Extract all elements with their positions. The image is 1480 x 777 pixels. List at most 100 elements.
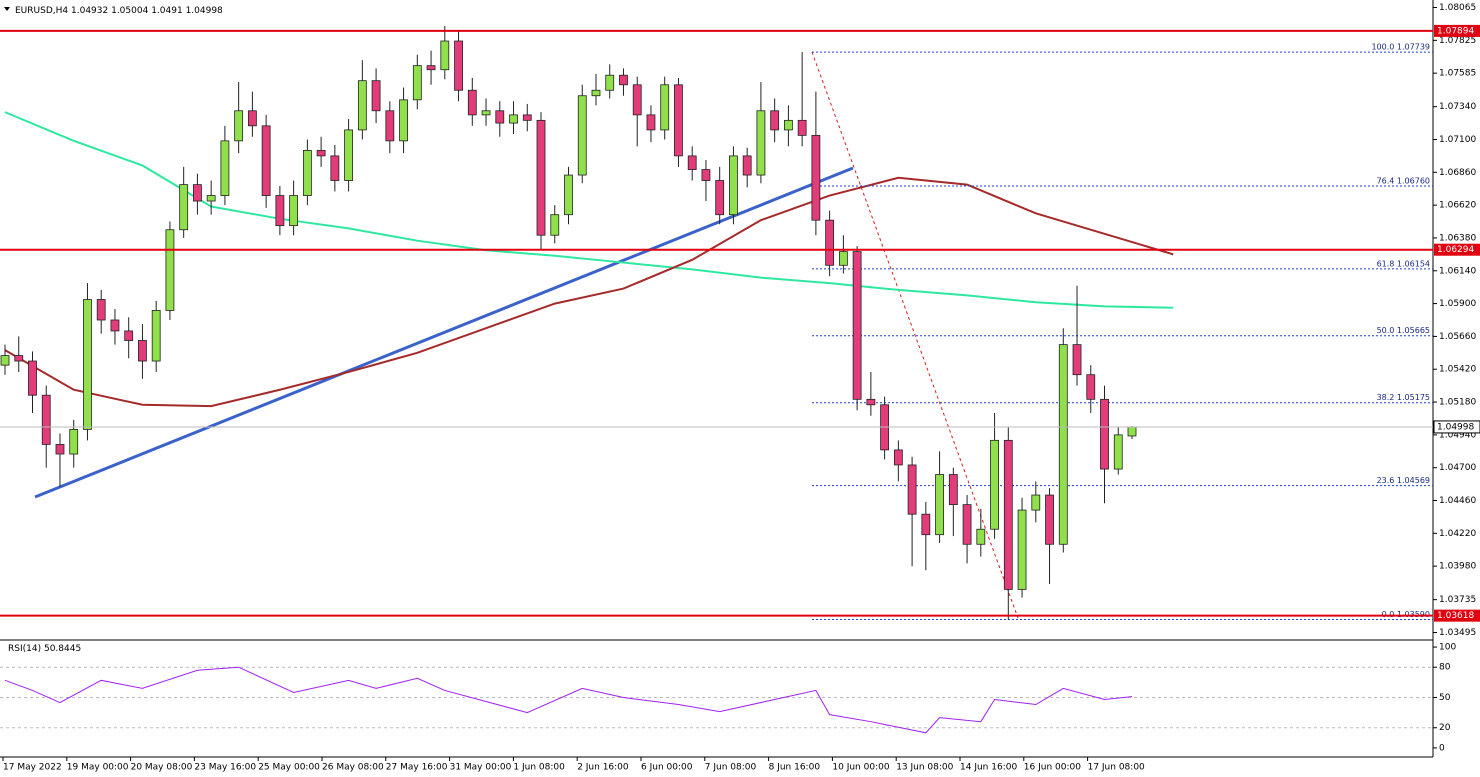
fibonacci-label: 0.0 1.03590 bbox=[1382, 610, 1430, 619]
candle-body bbox=[715, 180, 725, 216]
rsi-tick-label: 50 bbox=[1439, 693, 1451, 703]
candle-body bbox=[811, 134, 821, 221]
candle-body bbox=[454, 40, 463, 91]
candle-body bbox=[1031, 494, 1041, 511]
fibonacci-diagonal bbox=[811, 51, 1019, 619]
candle-body bbox=[220, 140, 230, 196]
open: 1.04932 bbox=[71, 6, 108, 16]
candle-body bbox=[357, 80, 367, 131]
x-tick-label: 17 Jun 08:00 bbox=[1088, 763, 1145, 773]
x-tick-label: 27 May 16:00 bbox=[386, 763, 448, 773]
candle-body bbox=[564, 174, 573, 216]
candle-body bbox=[55, 444, 65, 455]
candle-body bbox=[852, 251, 862, 400]
x-tick-label: 26 May 08:00 bbox=[322, 763, 384, 773]
candle-body bbox=[426, 65, 436, 71]
candle-body bbox=[206, 195, 216, 202]
y-tick-label: 1.03495 bbox=[1439, 628, 1476, 638]
candle-body bbox=[83, 299, 92, 430]
header-arrow bbox=[4, 7, 10, 11]
candle-body bbox=[550, 214, 560, 236]
candle-body bbox=[412, 65, 422, 101]
candle-body bbox=[179, 184, 189, 231]
candle-body bbox=[825, 219, 835, 266]
candle-body bbox=[165, 229, 175, 311]
y-tick-label: 1.05900 bbox=[1439, 299, 1476, 309]
x-tick-label: 8 Jun 16:00 bbox=[769, 763, 821, 773]
chart-header: EURUSD,H4 1.04932 1.05004 1.0491 1.04998 bbox=[15, 6, 223, 16]
rsi-tick-label: 0 bbox=[1439, 743, 1445, 753]
candle-body bbox=[330, 155, 340, 181]
price-level-label: 1.06294 bbox=[1437, 245, 1474, 255]
x-tick-label: 25 May 00:00 bbox=[258, 763, 320, 773]
y-tick-label: 1.03980 bbox=[1439, 562, 1476, 572]
candle-body bbox=[838, 251, 848, 266]
price-level-label: 1.07894 bbox=[1437, 26, 1474, 36]
candle-body bbox=[124, 330, 134, 341]
candle-body bbox=[247, 110, 257, 127]
candle-body bbox=[399, 99, 408, 142]
candle-body bbox=[261, 125, 271, 196]
candle-body bbox=[193, 184, 202, 202]
candle-body bbox=[522, 114, 532, 121]
candle-body bbox=[701, 169, 711, 181]
y-tick-label: 1.05420 bbox=[1439, 365, 1476, 375]
candle-body bbox=[962, 504, 972, 545]
x-tick-label: 13 Jun 08:00 bbox=[896, 763, 953, 773]
x-tick-label: 31 May 00:00 bbox=[450, 763, 512, 773]
candle-body bbox=[0, 355, 10, 366]
y-tick-label: 1.05180 bbox=[1439, 398, 1476, 408]
candle-body bbox=[275, 195, 285, 227]
candle-body bbox=[784, 119, 793, 131]
x-tick-label: 19 May 00:00 bbox=[67, 763, 129, 773]
candle-body bbox=[69, 429, 79, 455]
candle-body bbox=[646, 114, 656, 131]
y-tick-label: 1.07100 bbox=[1439, 135, 1476, 145]
current-price-label: 1.04998 bbox=[1437, 422, 1474, 432]
x-tick-label: 17 May 2022 bbox=[3, 763, 62, 773]
y-tick-label: 1.07340 bbox=[1439, 102, 1476, 112]
rsi-name: RSI(14) bbox=[8, 644, 41, 654]
y-tick-label: 1.08065 bbox=[1439, 3, 1476, 13]
candle-body bbox=[1113, 434, 1123, 470]
y-tick-label: 1.04700 bbox=[1439, 463, 1476, 473]
candle-body bbox=[948, 474, 958, 506]
candle-body bbox=[1100, 398, 1109, 470]
y-tick-label: 1.07585 bbox=[1439, 69, 1476, 79]
candle-body bbox=[1127, 426, 1137, 437]
x-tick-label: 10 Jun 00:00 bbox=[832, 763, 889, 773]
price-level-label: 1.03618 bbox=[1437, 611, 1474, 621]
rsi-value: 50.8445 bbox=[44, 644, 81, 654]
symbol: EURUSD,H4 bbox=[15, 6, 68, 16]
close: 1.04998 bbox=[186, 6, 223, 16]
candle-body bbox=[935, 474, 944, 536]
x-tick-label: 14 Jun 16:00 bbox=[960, 763, 1017, 773]
candle-body bbox=[495, 110, 505, 124]
candle-body bbox=[481, 110, 491, 116]
candle-body bbox=[536, 119, 546, 236]
candle-body bbox=[371, 80, 381, 112]
candle-body bbox=[632, 84, 642, 116]
current-price-box bbox=[1433, 420, 1480, 434]
moving-average bbox=[4, 176, 1174, 408]
candle-body bbox=[591, 89, 601, 97]
candle-body bbox=[990, 439, 999, 530]
y-tick-label: 1.07825 bbox=[1439, 36, 1476, 46]
candle-body bbox=[921, 513, 931, 536]
x-tick-label: 6 Jun 00:00 bbox=[641, 763, 693, 773]
y-tick-label: 1.04220 bbox=[1439, 529, 1476, 539]
rsi-header: RSI(14) 50.8445 bbox=[8, 644, 81, 654]
candle-body bbox=[41, 394, 51, 445]
x-tick-label: 7 Jun 08:00 bbox=[705, 763, 757, 773]
candle-body bbox=[687, 155, 697, 170]
candle-body bbox=[1058, 344, 1068, 545]
candle-body bbox=[893, 449, 903, 466]
candle-body bbox=[440, 40, 450, 71]
candle-body bbox=[742, 155, 752, 176]
candle-body bbox=[509, 114, 518, 124]
candle-body bbox=[234, 110, 244, 142]
x-tick-label: 23 May 16:00 bbox=[194, 763, 256, 773]
rsi-tick-label: 20 bbox=[1439, 723, 1451, 733]
